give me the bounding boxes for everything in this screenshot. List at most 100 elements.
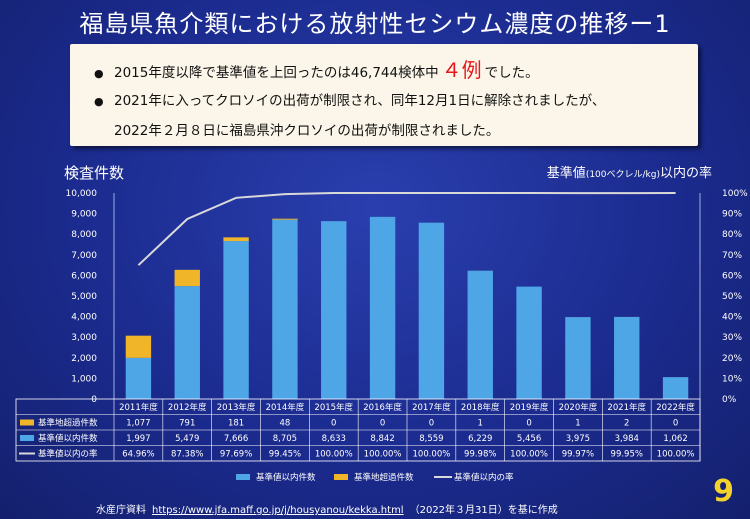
- left-tick-label: 4,000: [71, 313, 97, 323]
- table-cell: 99.97%: [562, 450, 594, 460]
- table-cell: 100.00%: [657, 450, 695, 460]
- left-tick-label: 10,000: [66, 189, 98, 199]
- table-cell: 1,997: [126, 434, 150, 444]
- notice-line-1-prefix: 2015年度以降で基準値を上回ったのは46,744検体中: [114, 65, 439, 81]
- x-tick-label: 2016年度: [363, 402, 402, 413]
- legend-swatch: [236, 474, 250, 480]
- table-cell: 2: [624, 419, 629, 429]
- notice-line-1: ● 2015年度以降で基準値を上回ったのは46,744検体中 ４例 でした。: [94, 54, 539, 83]
- table-cell: 0: [380, 419, 385, 429]
- table-cell: 5,479: [175, 434, 199, 444]
- right-axis-title: 基準値(100ベクレル/kg)以内の率: [547, 162, 712, 181]
- right-axis-title-suffix: 以内の率: [659, 166, 712, 181]
- table-cell: 0: [526, 419, 531, 429]
- table-cell: 3,984: [615, 434, 639, 444]
- bar-within: [272, 219, 298, 399]
- right-tick-label: 50%: [722, 292, 742, 302]
- right-tick-label: 20%: [722, 354, 742, 364]
- source-link[interactable]: https://www.jfa.maff.go.jp/j/housyanou/k…: [152, 505, 404, 516]
- x-tick-label: 2017年度: [412, 402, 451, 413]
- table-cell: 48: [280, 419, 291, 429]
- bar-within: [467, 270, 493, 399]
- table-cell: 8,842: [370, 434, 394, 444]
- table-cell: 181: [228, 419, 244, 429]
- notice-line-3: 2022年２月８日に福島県沖クロソイの出荷が制限されました。: [114, 123, 500, 139]
- legend-label: 基準値以内の率: [454, 472, 514, 483]
- notice-line-2: ● 2021年に入ってクロソイの出荷が制限され、同年12月1日に解除されましたが、: [94, 89, 605, 109]
- bar-within: [321, 221, 347, 399]
- right-axis-title-main: 基準値: [546, 166, 586, 181]
- bullet-icon: ●: [94, 95, 104, 108]
- x-tick-label: 2022年度: [656, 402, 695, 413]
- left-tick-label: 1,000: [71, 374, 97, 384]
- notice-box: ● 2015年度以降で基準値を上回ったのは46,744検体中 ４例 でした。 ● 202…: [70, 44, 698, 146]
- table-cell: 64.96%: [122, 450, 154, 460]
- table-cell: 1: [575, 419, 580, 429]
- left-tick-label: 6,000: [71, 271, 97, 281]
- right-tick-label: 60%: [722, 271, 742, 281]
- left-tick-label: 3,000: [71, 333, 97, 343]
- table-legend-swatch: [20, 419, 34, 426]
- notice-line-1-suffix: でした。: [484, 65, 539, 81]
- table-cell: 100.00%: [364, 450, 402, 460]
- bar-exceed: [125, 335, 152, 358]
- table-cell: 0: [331, 419, 336, 429]
- rate-line: [137, 192, 676, 266]
- table-cell: 8,559: [419, 434, 443, 444]
- x-tick-label: 2014年度: [266, 402, 305, 413]
- table-cell: 87.38%: [171, 450, 203, 460]
- x-tick-label: 2013年度: [217, 402, 256, 413]
- bar-within: [174, 286, 200, 399]
- left-tick-label: 2,000: [71, 354, 97, 364]
- table-cell: 1,062: [663, 434, 687, 444]
- x-tick-label: 2015年度: [314, 402, 353, 413]
- table-cell: 0: [429, 419, 434, 429]
- table-cell: 0: [673, 419, 678, 429]
- bar-within: [516, 286, 542, 399]
- table-cell: 1,077: [126, 419, 150, 429]
- table-cell: 7,666: [224, 434, 248, 444]
- source-suffix: （2022年３月31日）を基に作成: [409, 505, 558, 516]
- left-tick-label: 8,000: [71, 230, 97, 240]
- right-tick-label: 0%: [722, 395, 737, 405]
- table-cell: 8,705: [273, 434, 297, 444]
- right-tick-label: 80%: [722, 230, 742, 240]
- table-cell: 6,229: [468, 434, 492, 444]
- notice-line-2-text: 2021年に入ってクロソイの出荷が制限され、同年12月1日に解除されましたが、: [114, 93, 606, 109]
- right-tick-label: 40%: [722, 313, 742, 323]
- right-tick-label: 100%: [722, 189, 748, 199]
- bar-within: [125, 357, 152, 399]
- bar-within: [565, 317, 591, 399]
- x-tick-label: 2018年度: [461, 402, 500, 413]
- bar-within: [369, 216, 396, 399]
- source-prefix: 水産庁資料: [96, 505, 146, 516]
- x-tick-label: 2011年度: [119, 402, 158, 413]
- bullet-icon: ●: [94, 67, 104, 80]
- table-legend-swatch: [20, 435, 34, 441]
- bar-exceed: [223, 237, 249, 242]
- bar-within: [614, 316, 640, 399]
- x-tick-label: 2012年度: [168, 402, 207, 413]
- table-cell: 8,633: [322, 434, 346, 444]
- right-tick-label: 30%: [722, 333, 742, 343]
- table-cell: 99.95%: [611, 450, 643, 460]
- x-tick-label: 2020年度: [559, 402, 598, 413]
- table-cell: 5,456: [517, 434, 541, 444]
- bar-within: [223, 241, 249, 399]
- bar-exceed: [174, 269, 200, 287]
- legend-label: 基準値以内件数: [256, 472, 316, 483]
- bar-exceed: [272, 218, 298, 220]
- table-cell: 99.98%: [464, 450, 496, 460]
- table-cell: 100.00%: [510, 450, 548, 460]
- table-cell: 1: [478, 419, 483, 429]
- left-axis-title: 検査件数: [64, 164, 125, 182]
- legend-swatch: [334, 474, 348, 480]
- right-tick-label: 90%: [722, 210, 742, 220]
- table-row-label: 基準地超過件数: [38, 418, 98, 429]
- right-axis-title-unit: (100ベクレル/kg): [585, 170, 660, 180]
- left-tick-label: 7,000: [71, 251, 97, 261]
- right-tick-label: 70%: [722, 251, 742, 261]
- table-cell: 100.00%: [413, 450, 451, 460]
- page-title: 福島県魚介類における放射性セシウム濃度の推移ー1: [79, 10, 671, 38]
